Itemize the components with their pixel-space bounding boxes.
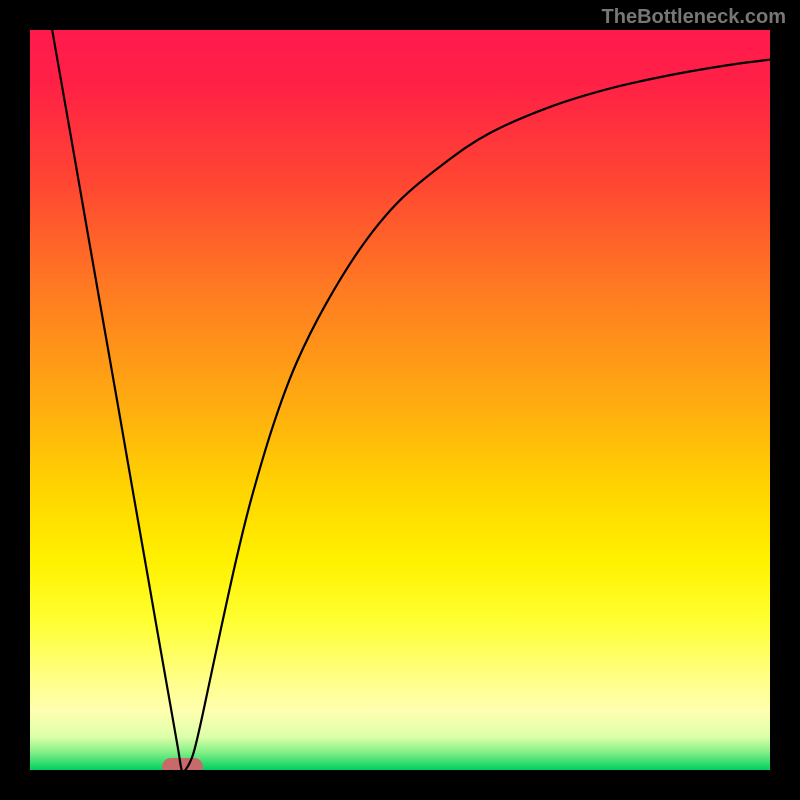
chart-container: TheBottleneck.com xyxy=(0,0,800,800)
bottleneck-curve-path xyxy=(52,30,770,770)
curve-layer xyxy=(30,30,770,770)
watermark-text: TheBottleneck.com xyxy=(602,6,786,29)
plot-area xyxy=(30,30,770,770)
